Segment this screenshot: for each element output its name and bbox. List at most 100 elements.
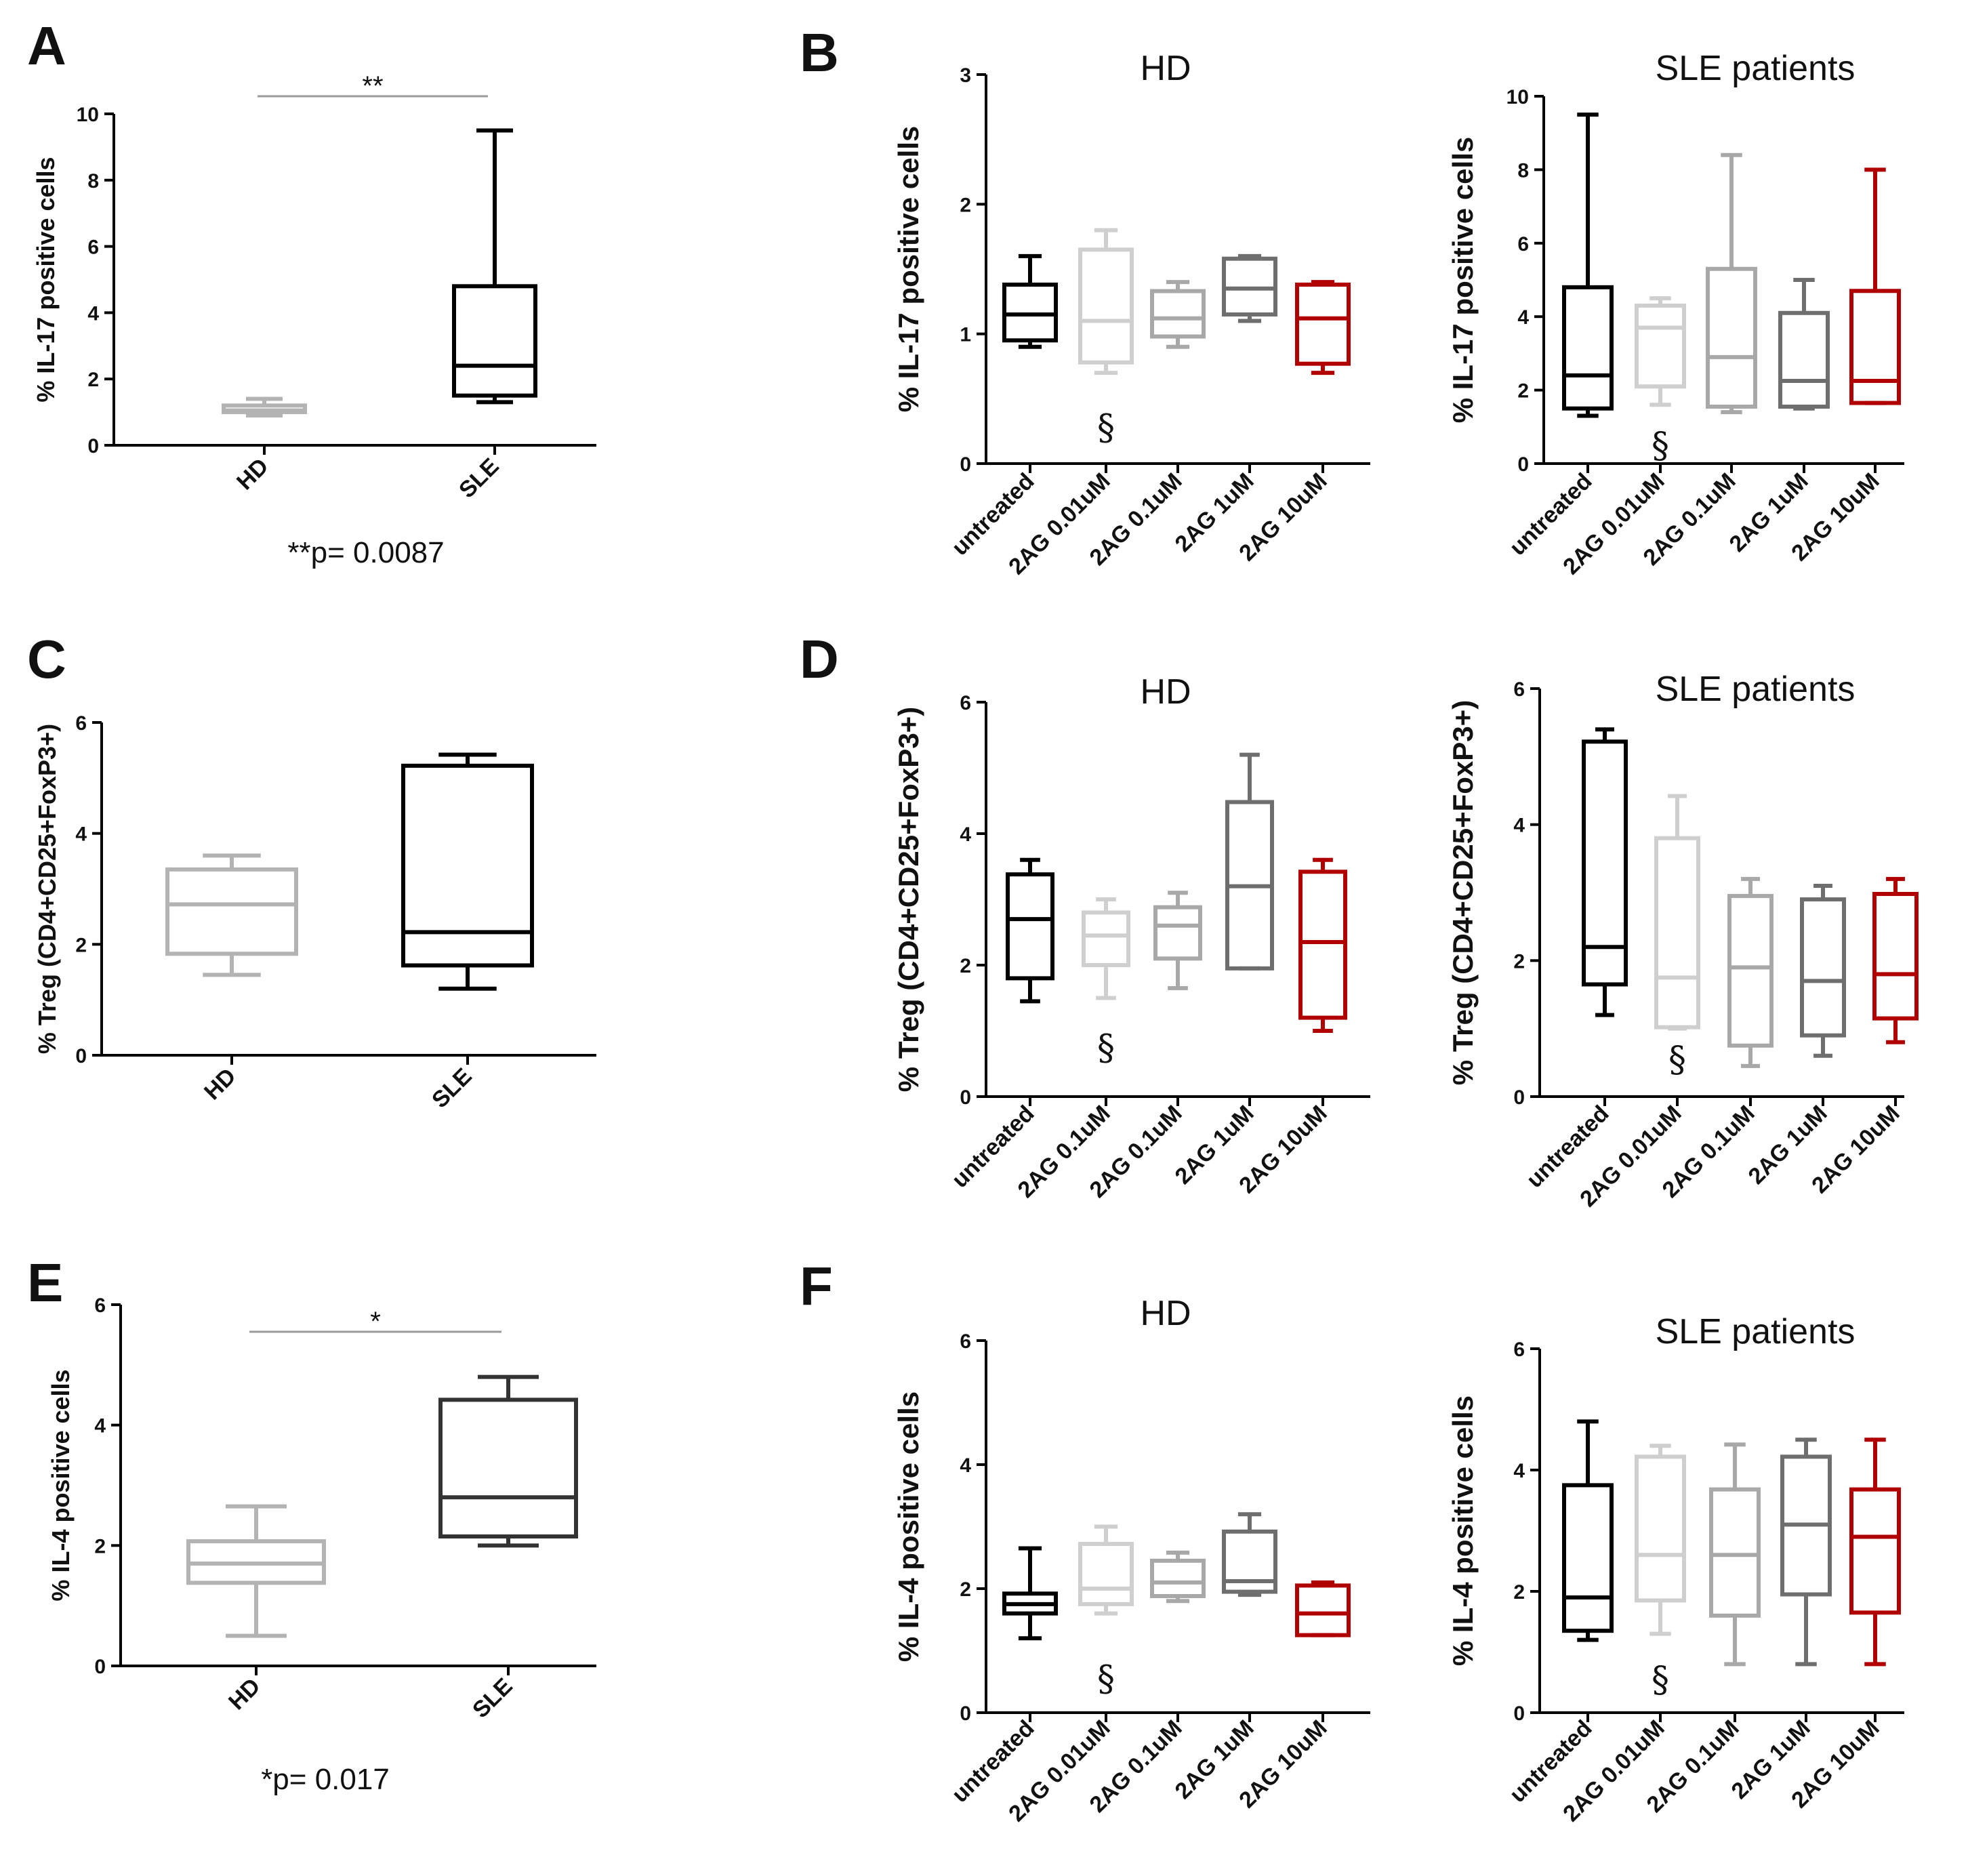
box-d2-2 (1654, 794, 1700, 1031)
panel-letter-f: F (800, 1256, 833, 1316)
box-c-1 (165, 853, 298, 977)
chart-title: SLE patients (1656, 49, 1856, 88)
panel-letter-b: B (800, 22, 839, 83)
box-f2-2 (1635, 1444, 1686, 1636)
box-e-2 (438, 1374, 578, 1548)
section-marker: § (1652, 426, 1669, 466)
section-marker: § (1097, 1659, 1115, 1700)
box-e-1 (186, 1504, 326, 1638)
box-iqr (1078, 247, 1134, 365)
box-d2-1 (1582, 727, 1628, 1017)
y-axis-label: % IL-4 positive cells (1447, 1395, 1479, 1666)
box-b2-3 (1706, 152, 1757, 415)
y-tick-label: 2 (75, 934, 87, 956)
box-iqr (1222, 1529, 1277, 1594)
box-iqr (1872, 892, 1919, 1021)
box-iqr (1654, 836, 1700, 1029)
box-b2-2 (1635, 296, 1686, 407)
chart-c: 0 2 4 6 % Treg (CD4+CD25+FoxP3+) HD SLE (33, 712, 596, 1113)
box-iqr (1562, 285, 1614, 411)
y-tick-label: 2 (960, 1578, 971, 1601)
box-b2-1 (1562, 113, 1614, 418)
y-axis-label: % IL-4 positive cells (47, 1369, 75, 1601)
box-f1-5 (1295, 1580, 1351, 1637)
x-tick-label: SLE (454, 453, 504, 504)
box-iqr (438, 1398, 578, 1539)
y-tick-label: 1 (960, 324, 971, 346)
y-tick-label: 6 (75, 712, 87, 735)
y-tick-label: 0 (1513, 1086, 1525, 1109)
y-tick-label: 6 (94, 1294, 106, 1317)
y-tick-label: 4 (960, 823, 971, 846)
box-d2-5 (1872, 876, 1919, 1044)
chart-title: SLE patients (1656, 1312, 1856, 1351)
box-iqr (1709, 1487, 1761, 1618)
box-f1-3 (1150, 1550, 1206, 1604)
significance-stars: * (370, 1307, 381, 1337)
y-tick-label: 4 (75, 823, 87, 846)
chart-title: HD (1140, 49, 1191, 88)
y-tick-label: 10 (77, 104, 99, 126)
y-axis-label: % IL-17 positive cells (32, 157, 60, 402)
box-f2-4 (1780, 1437, 1832, 1667)
box-f1-2 (1078, 1524, 1134, 1616)
box-d1-5 (1298, 857, 1347, 1033)
box-iqr (1082, 910, 1130, 968)
box-iqr (1635, 1454, 1686, 1603)
box-b2-4 (1778, 278, 1830, 411)
y-tick-label: 0 (75, 1045, 87, 1067)
y-tick-label: 0 (960, 1086, 971, 1109)
box-f2-1 (1562, 1419, 1614, 1642)
y-tick-label: 0 (1517, 453, 1529, 476)
y-tick-label: 8 (87, 170, 99, 192)
chart-e: 0 2 4 6 % IL-4 positive cells HD SLE * (47, 1294, 596, 1723)
box-iqr (1298, 870, 1347, 1020)
y-tick-label: 4 (960, 1454, 971, 1477)
chart-b-sle: 0 2 4 6 8 10 % IL-17 positive cells SLE patient… (1447, 49, 1904, 579)
y-axis-label: % IL-4 positive cells (893, 1391, 924, 1662)
y-axis-label: % Treg (CD4+CD25+FoxP3+) (893, 707, 924, 1092)
box-iqr (1295, 282, 1351, 366)
box-iqr (1153, 905, 1202, 961)
box-iqr (1150, 289, 1206, 339)
box-iqr (1800, 897, 1846, 1038)
section-marker: § (1097, 1027, 1115, 1068)
box-f2-5 (1849, 1437, 1901, 1667)
box-f1-1 (1002, 1546, 1058, 1641)
box-iqr (165, 867, 298, 956)
y-tick-label: 3 (960, 64, 971, 87)
box-d1-1 (1006, 857, 1054, 1004)
box-d2-4 (1800, 883, 1846, 1058)
y-tick-label: 8 (1517, 159, 1529, 182)
box-iqr (1706, 266, 1757, 409)
y-tick-label: 6 (1513, 1339, 1525, 1361)
x-tick-label: SLE (427, 1063, 477, 1114)
section-marker: § (1097, 407, 1115, 448)
box-b1-2 (1078, 228, 1134, 375)
x-tick-label: SLE (468, 1673, 518, 1724)
y-tick-label: 2 (1517, 380, 1529, 403)
box-c-2 (401, 752, 534, 991)
box-iqr (1078, 1542, 1134, 1606)
panel-letter-d: D (800, 629, 839, 689)
box-iqr (1778, 310, 1830, 409)
panel-letter-e: E (27, 1252, 63, 1313)
y-tick-label: 2 (1513, 1581, 1525, 1604)
y-tick-label: 0 (1513, 1702, 1525, 1725)
box-iqr (452, 284, 537, 398)
box-b2-5 (1849, 167, 1901, 405)
chart-title: HD (1140, 1294, 1191, 1333)
box-iqr (1295, 1583, 1351, 1637)
y-tick-label: 6 (1513, 678, 1525, 701)
significance-stars: ** (362, 71, 383, 101)
box-b1-1 (1002, 253, 1058, 349)
y-tick-label: 0 (960, 1702, 971, 1725)
box-iqr (1582, 739, 1628, 987)
y-tick-label: 2 (960, 194, 971, 216)
y-tick-label: 4 (94, 1415, 106, 1437)
box-d1-2 (1082, 897, 1130, 1000)
